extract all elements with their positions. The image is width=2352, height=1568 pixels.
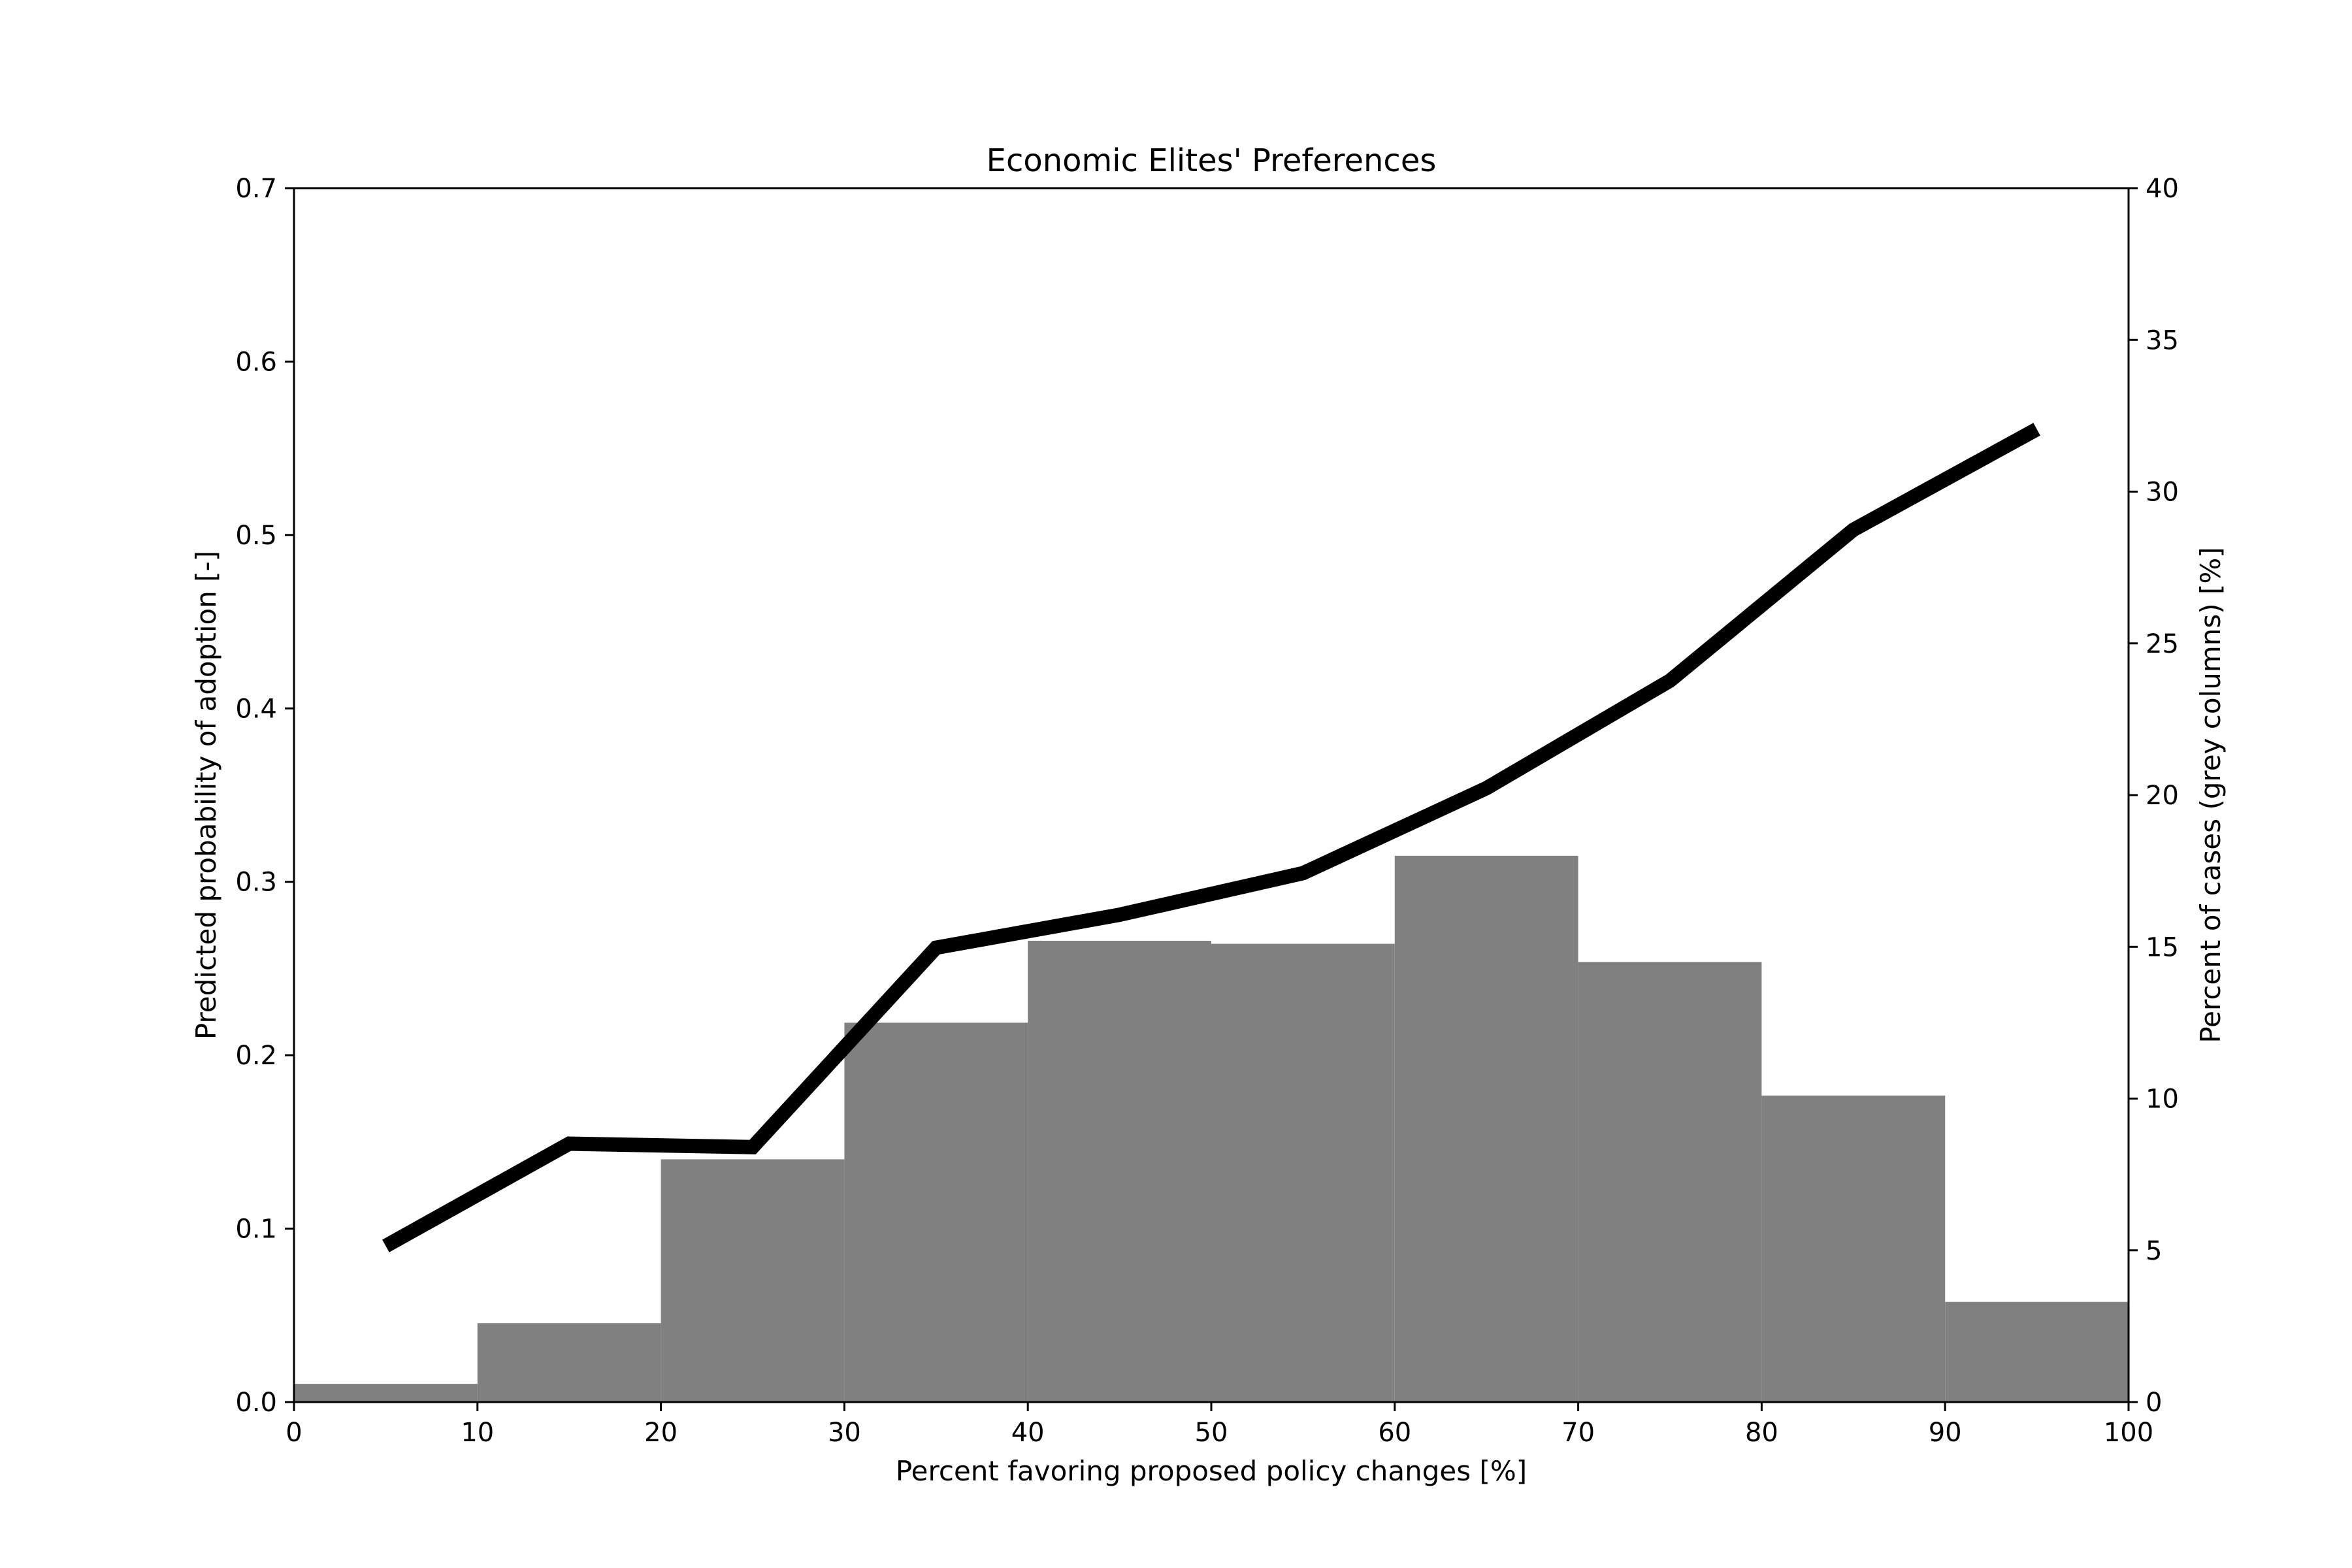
x-tick-label: 100: [2104, 1418, 2153, 1448]
x-axis: 0 10 20 30 40 50 60 70 80 90 100: [286, 1402, 2153, 1448]
x-tick-label: 70: [1561, 1418, 1595, 1448]
x-tick-label: 10: [461, 1418, 494, 1448]
x-tick-label: 20: [644, 1418, 678, 1448]
y-axis-left: 0.0 0.1 0.2 0.3 0.4 0.5 0.6 0.7: [235, 174, 294, 1418]
x-tick-label: 40: [1011, 1418, 1045, 1448]
y-axis-right: 0 5 10 15 20 25 30 35 40: [2129, 174, 2179, 1418]
probability-line: [382, 423, 2040, 1252]
y2-axis-label: Percent of cases (grey columns) [%]: [2195, 547, 2227, 1043]
histogram-bar: [1028, 940, 1211, 1402]
x-tick-label: 0: [286, 1418, 302, 1448]
y2-tick-label: 25: [2146, 629, 2179, 659]
histogram-bar: [1761, 1095, 1946, 1402]
y-tick-label: 0.6: [235, 347, 277, 377]
histogram-bar: [1578, 962, 1762, 1402]
x-tick-label: 80: [1745, 1418, 1778, 1448]
histogram-bar: [1945, 1301, 2129, 1402]
x-tick-label: 60: [1378, 1418, 1411, 1448]
x-tick-label: 50: [1195, 1418, 1228, 1448]
y2-tick-label: 20: [2146, 781, 2179, 811]
y-tick-label: 0.4: [235, 694, 277, 724]
y2-tick-label: 0: [2146, 1388, 2162, 1418]
histogram-bar: [294, 1384, 478, 1402]
y2-tick-label: 15: [2146, 932, 2179, 962]
y-tick-label: 0.7: [235, 174, 277, 204]
histogram-bar: [661, 1159, 845, 1402]
histogram-bar: [477, 1323, 661, 1402]
x-tick-label: 90: [1929, 1418, 1962, 1448]
histogram-bar: [844, 1022, 1028, 1402]
y-tick-label: 0.0: [235, 1388, 277, 1418]
y2-tick-label: 35: [2146, 325, 2179, 355]
y-tick-label: 0.2: [235, 1041, 277, 1071]
x-tick-label: 30: [828, 1418, 861, 1448]
y-tick-label: 0.3: [235, 868, 277, 898]
y-tick-label: 0.1: [235, 1215, 277, 1245]
y2-tick-label: 10: [2146, 1085, 2179, 1115]
y2-tick-label: 30: [2146, 478, 2179, 508]
y-axis-label: Predicted probability of adoption [-]: [190, 551, 222, 1039]
plot-area: [294, 423, 2129, 1402]
y2-tick-label: 5: [2146, 1236, 2162, 1266]
histogram-bar: [1211, 943, 1395, 1402]
histogram-bar: [1394, 855, 1578, 1402]
x-axis-label: Percent favoring proposed policy changes…: [896, 1455, 1527, 1487]
chart-title: Economic Elites' Preferences: [987, 142, 1437, 179]
y2-tick-label: 40: [2146, 174, 2179, 204]
y-tick-label: 0.5: [235, 521, 277, 551]
